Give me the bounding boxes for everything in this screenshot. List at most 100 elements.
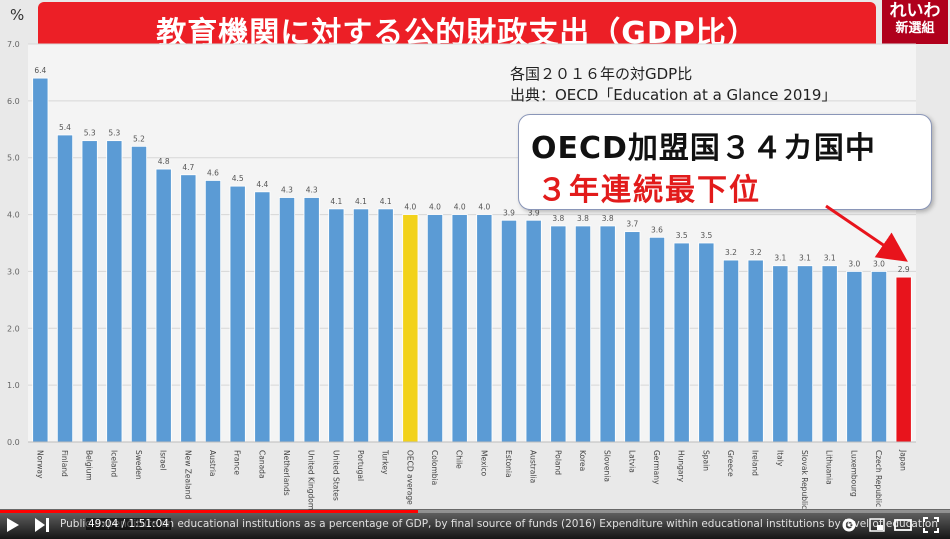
- bar: [476, 214, 493, 443]
- logo-line2: 新選組: [895, 21, 935, 36]
- bar-value-label: 5.3: [84, 129, 96, 138]
- x-category-label: Korea: [578, 450, 587, 471]
- x-category-label: Netherlands: [282, 450, 291, 496]
- bar-value-label: 5.2: [133, 134, 145, 143]
- y-tick-label: 6.0: [7, 97, 20, 106]
- logo-line1: れいわ: [889, 1, 941, 21]
- bar: [278, 197, 296, 443]
- bar: [772, 265, 789, 443]
- x-category-label: Estonia: [504, 450, 513, 478]
- bar: [402, 214, 419, 443]
- bar-value-label: 3.0: [848, 259, 860, 268]
- bar-value-label: 4.1: [380, 197, 392, 206]
- bar: [451, 214, 468, 443]
- bar: [377, 208, 394, 443]
- bar-value-label: 3.0: [873, 259, 885, 268]
- x-category-label: Japan: [899, 449, 908, 471]
- x-category-label: Belgium: [85, 450, 94, 481]
- x-category-label: United States: [331, 450, 340, 501]
- bar-chart: 0.0 1.0 2.0 3.0 4.0 5.0 6.0 7.0 6.4 Norway 5.4 Finl…: [7, 40, 916, 510]
- x-category-label: Turkey: [381, 449, 390, 475]
- chart-subtitle: 各国２０１６年の対GDP比 出典：OECD「Education at a Gla…: [510, 64, 836, 106]
- bar-value-label: 3.5: [676, 231, 688, 240]
- y-tick-label: 4.0: [7, 211, 20, 220]
- bar: [328, 208, 345, 443]
- x-category-label: Poland: [553, 450, 562, 475]
- bar: [870, 271, 888, 443]
- x-category-label: Austria: [208, 450, 217, 477]
- bar: [155, 168, 172, 443]
- callout-line2: ３年連続最下位: [537, 173, 761, 208]
- bar: [846, 271, 863, 443]
- bar-value-label: 3.6: [651, 225, 663, 234]
- y-tick-label: 7.0: [7, 40, 20, 49]
- fullscreen-icon[interactable]: [922, 516, 940, 534]
- bar-value-label: 3.7: [626, 220, 638, 229]
- x-category-label: Colombia: [430, 450, 439, 485]
- x-category-label: Slovenia: [603, 450, 612, 482]
- bar: [180, 174, 197, 443]
- x-category-label: Canada: [257, 450, 266, 479]
- play-icon[interactable]: [6, 517, 20, 533]
- subtitle-line2: 出典：OECD「Education at a Glance 2019」: [510, 86, 837, 104]
- bar-value-label: 3.1: [774, 254, 786, 263]
- channel-logo: れいわ 新選組: [882, 0, 948, 44]
- x-category-label: Lithuania: [825, 450, 834, 485]
- callout-box: OECD加盟国３４カ国中 ３年連続最下位: [518, 114, 932, 210]
- bar-value-label: 2.9: [898, 265, 910, 274]
- miniplayer-icon[interactable]: [868, 516, 886, 534]
- plot-area: [28, 44, 916, 442]
- skip-next-icon[interactable]: [34, 517, 50, 533]
- bar-value-label: 3.2: [725, 248, 737, 257]
- x-category-label: Mexico: [479, 450, 488, 477]
- y-axis-unit: %: [10, 6, 25, 24]
- bar-value-label: 3.8: [552, 214, 564, 223]
- bar-value-label: 5.4: [59, 123, 71, 132]
- bar-value-label: 4.0: [429, 203, 441, 212]
- bar-value-label: 3.8: [577, 214, 589, 223]
- bar: [673, 242, 690, 443]
- settings-gear-icon[interactable]: [840, 516, 858, 534]
- y-tick-label: 0.0: [7, 438, 20, 447]
- theater-mode-icon[interactable]: [894, 516, 912, 534]
- bar-value-label: 4.0: [478, 203, 490, 212]
- bar-value-label: 4.0: [454, 203, 466, 212]
- callout-line1: OECD加盟国３４カ国中: [531, 131, 876, 166]
- bar-value-label: 6.4: [34, 66, 46, 75]
- bar-value-label: 3.5: [700, 231, 712, 240]
- y-tick-label: 1.0: [7, 381, 20, 390]
- progress-bar-fill: [0, 510, 418, 513]
- bar: [106, 140, 123, 443]
- caption-bar: Public expenditure on educational instit…: [0, 516, 950, 534]
- x-category-label: France: [233, 450, 242, 475]
- bar: [204, 180, 222, 443]
- bar-value-label: 4.5: [232, 174, 244, 183]
- y-tick-label: 2.0: [7, 324, 20, 333]
- bar-value-label: 4.3: [281, 186, 293, 195]
- x-category-label: Czech Republic: [874, 450, 883, 507]
- bar-value-label: 3.2: [750, 248, 762, 257]
- bar: [574, 225, 592, 443]
- x-category-label: Ireland: [751, 450, 760, 476]
- x-category-label: Norway: [35, 450, 44, 479]
- progress-bar[interactable]: [0, 510, 950, 513]
- bar-value-label: 5.3: [108, 129, 120, 138]
- x-category-label: Spain: [701, 450, 710, 471]
- x-category-label: Germany: [652, 450, 661, 485]
- bar: [130, 145, 148, 443]
- bar-value-label: 4.0: [404, 203, 416, 212]
- bar-value-label: 4.6: [207, 168, 219, 177]
- bar-value-label: 4.1: [330, 197, 342, 206]
- bar: [426, 214, 444, 443]
- bar-value-label: 3.1: [799, 254, 811, 263]
- x-category-label: Sweden: [134, 450, 143, 480]
- bar: [254, 191, 271, 443]
- bar: [796, 265, 814, 443]
- bar-value-label: 3.8: [602, 214, 614, 223]
- bar-value-label: 3.1: [824, 254, 836, 263]
- x-category-label: Hungary: [677, 450, 686, 483]
- bar: [747, 259, 764, 443]
- subtitle-line1: 各国２０１６年の対GDP比: [510, 65, 693, 83]
- bar: [698, 242, 715, 443]
- bar-value-label: 3.9: [503, 208, 515, 217]
